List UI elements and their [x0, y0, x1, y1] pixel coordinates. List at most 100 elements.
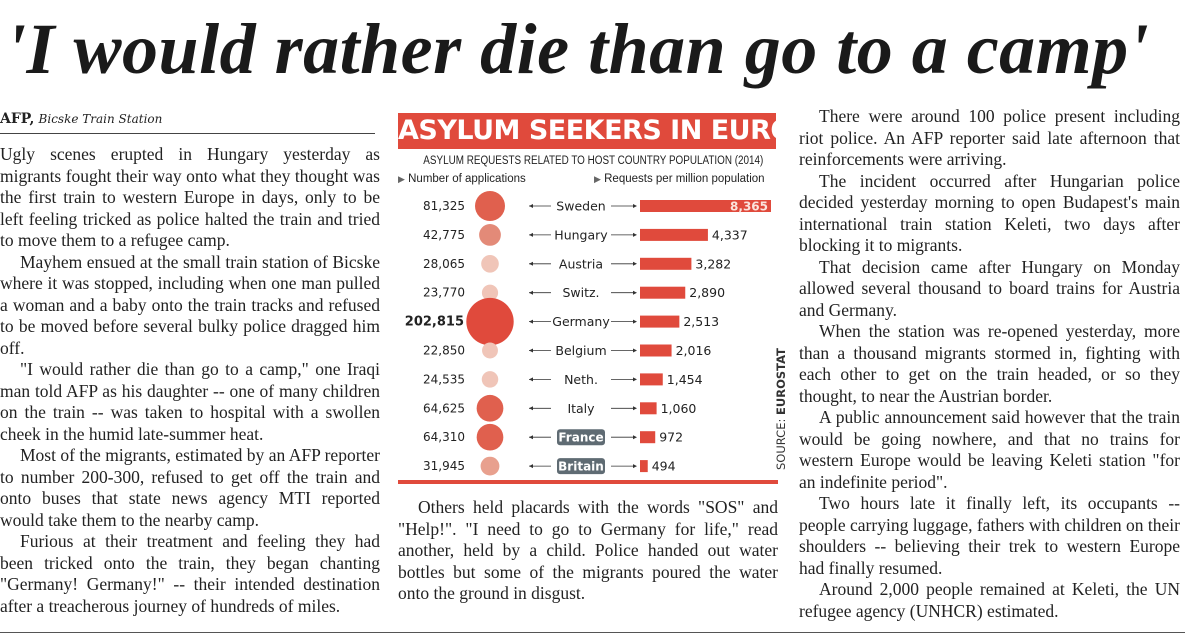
arrow-left-icon: [529, 435, 533, 440]
infographic-bottom-rule: [398, 480, 778, 484]
country-label: Hungary: [554, 227, 608, 242]
per-million-bar: [640, 286, 686, 299]
legend-per-million-label: Requests per million population: [604, 173, 765, 185]
per-million-value: 1,454: [667, 372, 703, 387]
per-million-bar: [640, 228, 708, 241]
arrow-left-icon: [529, 319, 533, 324]
country-label: Britain: [558, 460, 604, 474]
per-million-value: 3,282: [695, 256, 731, 271]
applications-value: 23,770: [423, 286, 465, 300]
legend-applications-label: Number of applications: [408, 173, 526, 185]
per-million-value: 8,365: [730, 200, 768, 214]
paragraph: "I would rather die than go to a camp," …: [0, 359, 380, 444]
arrow-left-icon: [529, 406, 533, 411]
legend-applications: ▶ Number of applications: [398, 172, 526, 186]
per-million-bar: [640, 315, 680, 328]
applications-value: 64,310: [423, 430, 465, 444]
application-bubble: [466, 297, 514, 346]
paragraph: There were around 100 police present inc…: [799, 106, 1180, 169]
arrow-left-icon: [529, 377, 533, 382]
application-bubble: [482, 342, 498, 359]
per-million-value: 4,337: [712, 227, 748, 242]
country-label: Italy: [567, 401, 595, 416]
application-bubble: [481, 371, 499, 388]
application-bubble: [481, 254, 499, 273]
per-million-value: 2,513: [683, 314, 719, 329]
arrow-left-icon: [529, 464, 533, 469]
applications-value: 81,325: [423, 199, 465, 213]
per-million-bar: [640, 373, 663, 386]
article-column-1: Ugly scenes erupted in Hungary yesterday…: [0, 144, 380, 617]
per-million-value: 2,016: [676, 343, 712, 358]
paragraph: Mayhem ensued at the small train station…: [0, 251, 380, 358]
legend-per-million: ▶ Requests per million population: [594, 172, 765, 186]
infographic-title: ASYLUM SEEKERS IN EUROPE: [398, 113, 776, 149]
paragraph: Two hours late it finally left, its occu…: [799, 493, 1180, 578]
asylum-infographic: ASYLUM SEEKERS IN EUROPE ASYLUM REQUESTS…: [396, 110, 788, 486]
paragraph: The incident occurred after Hungarian po…: [799, 170, 1180, 256]
per-million-bar: [640, 257, 692, 270]
byline-agency: AFP,: [0, 111, 35, 127]
headline: 'I would rather die than go to a camp': [6, 9, 1150, 89]
per-million-bar: [640, 200, 771, 212]
application-bubble: [480, 456, 500, 476]
arrow-left-icon: [529, 232, 533, 237]
arrow-right-icon: [633, 348, 637, 353]
arrow-right-icon: [633, 435, 637, 440]
arrow-right-icon: [633, 261, 637, 266]
application-bubble: [479, 224, 501, 246]
triangle-icon: ▶: [398, 174, 405, 184]
arrow-right-icon: [633, 232, 637, 237]
applications-value: 42,775: [423, 228, 465, 242]
source-credit: SOURCE: EUROSTAT: [774, 348, 788, 470]
country-label: Austria: [559, 256, 603, 271]
paragraph: Others held placards with the words "SOS…: [398, 497, 778, 603]
arrow-right-icon: [633, 204, 637, 208]
applications-value: 202,815: [405, 315, 464, 330]
applications-value: 24,535: [423, 372, 465, 386]
arrow-left-icon: [529, 348, 533, 353]
country-label: France: [558, 431, 603, 445]
country-label: Switz.: [562, 285, 599, 300]
per-million-value: 1,060: [661, 401, 697, 416]
paragraph: That decision came after Hungary on Mond…: [799, 256, 1180, 320]
country-highlight-box: [557, 429, 605, 446]
per-million-value: 494: [652, 459, 676, 474]
paragraph: Around 2,000 people remained at Keleti, …: [799, 579, 1180, 621]
applications-value: 31,945: [423, 459, 465, 473]
country-label: Neth.: [564, 372, 598, 387]
infographic-subtitle: ASYLUM REQUESTS RELATED TO HOST COUNTRY …: [423, 155, 764, 167]
per-million-bar: [640, 402, 657, 415]
paragraph: Ugly scenes erupted in Hungary yesterday…: [0, 144, 380, 250]
arrow-right-icon: [633, 290, 637, 295]
arrow-right-icon: [633, 377, 637, 382]
footer-rule: [0, 632, 1185, 633]
chart-svg: 81,325 Sweden 8,365 42,775 Hungary 4,337 28,06…: [405, 191, 771, 476]
per-million-value: 2,890: [689, 285, 725, 300]
paragraph: When the station was re-opened yesterday…: [799, 321, 1180, 406]
per-million-value: 972: [659, 430, 683, 445]
source-name: EUROSTAT: [774, 348, 788, 415]
byline: AFP, Bicske Train Station: [0, 111, 375, 134]
arrow-left-icon: [529, 204, 533, 208]
paragraph: Most of the migrants, estimated by an AF…: [0, 445, 380, 530]
application-bubble: [475, 191, 505, 221]
arrow-right-icon: [633, 406, 637, 411]
country-label: Sweden: [556, 199, 605, 214]
country-label: Belgium: [555, 343, 606, 358]
arrow-left-icon: [529, 261, 533, 266]
country-label: Germany: [552, 314, 610, 329]
per-million-bar: [640, 460, 648, 473]
byline-place: Bicske Train Station: [38, 112, 163, 126]
arrow-left-icon: [529, 290, 533, 295]
paragraph: A public announcement said however that …: [799, 407, 1180, 492]
source-label: SOURCE:: [774, 414, 788, 470]
article-column-2: Others held placards with the words "SOS…: [398, 497, 778, 605]
per-million-bar: [640, 344, 672, 357]
applications-value: 28,065: [423, 257, 465, 271]
paragraph: Furious at their treatment and feeling t…: [0, 531, 380, 616]
application-bubble: [476, 423, 504, 451]
application-bubble: [481, 284, 499, 301]
application-bubble: [476, 394, 504, 422]
triangle-icon: ▶: [594, 174, 601, 184]
